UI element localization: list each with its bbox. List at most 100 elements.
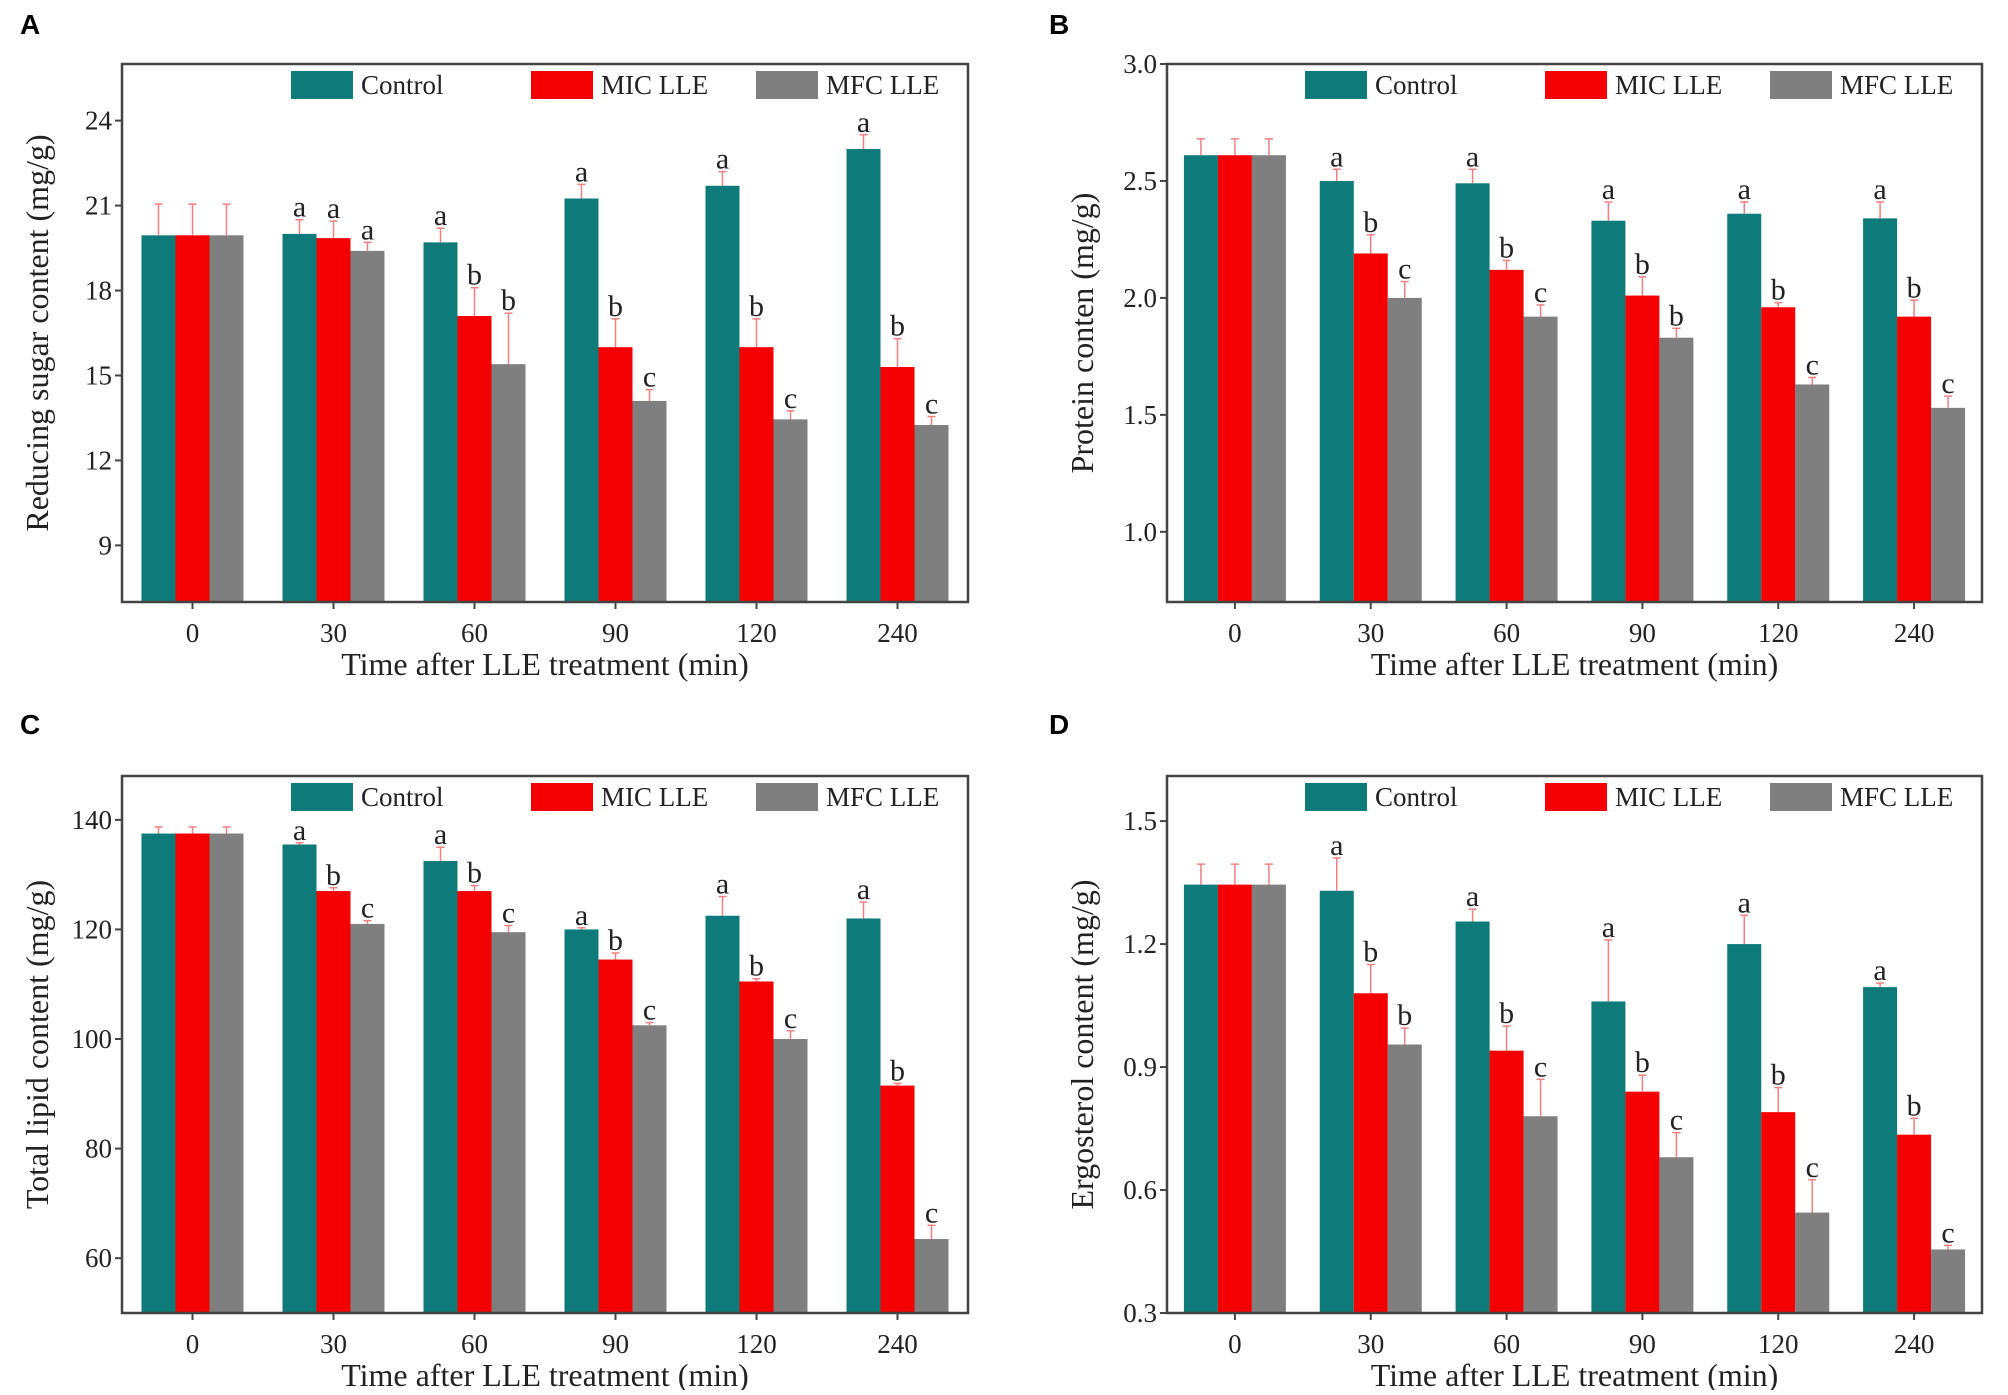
bar-control bbox=[1591, 1001, 1626, 1313]
bar-mic-lle bbox=[598, 347, 633, 602]
significance-letter: a bbox=[434, 199, 447, 232]
x-tick-label: 0 bbox=[1228, 618, 1242, 648]
legend-swatch bbox=[1305, 783, 1367, 811]
bar-control bbox=[1455, 183, 1490, 602]
legend-label: MFC LLE bbox=[1840, 70, 1953, 100]
significance-letter: b bbox=[1669, 299, 1684, 332]
significance-letter: b bbox=[1907, 1089, 1922, 1122]
bar-control bbox=[564, 198, 599, 602]
x-tick-label: 120 bbox=[1758, 618, 1799, 648]
bar-mfc-lle bbox=[491, 364, 526, 602]
bar-control bbox=[846, 148, 881, 602]
bar-mfc-lle bbox=[1523, 316, 1558, 602]
significance-letter: b bbox=[467, 857, 482, 890]
y-tick-label: 24 bbox=[85, 106, 113, 136]
y-tick-label: 9 bbox=[99, 530, 113, 560]
bar-mfc-lle bbox=[350, 250, 385, 602]
legend: Control MIC LLE MFC LLE bbox=[1305, 782, 1953, 812]
plot-frame bbox=[120, 774, 970, 1315]
bar-mic-lle bbox=[1353, 253, 1388, 603]
significance-letter: b bbox=[890, 1054, 905, 1087]
bar-mfc-lle bbox=[1659, 1157, 1694, 1313]
bar-mfc-lle bbox=[773, 1039, 808, 1313]
significance-letter: b bbox=[1635, 248, 1650, 281]
significance-letter: c bbox=[925, 1196, 938, 1229]
significance-letter: a bbox=[716, 143, 729, 176]
significance-letter: b bbox=[501, 284, 516, 317]
bar-mic-lle bbox=[598, 959, 633, 1313]
bar-control bbox=[141, 235, 176, 602]
bar-mfc-lle bbox=[1387, 297, 1422, 602]
y-tick-label: 1.2 bbox=[1123, 929, 1157, 959]
bar-mfc-lle bbox=[1795, 1212, 1830, 1313]
bar-control bbox=[1319, 180, 1354, 602]
x-tick-label: 240 bbox=[1894, 1329, 1935, 1359]
significance-letter: b bbox=[1363, 206, 1378, 239]
bar-mic-lle bbox=[1489, 1050, 1524, 1313]
x-tick-label: 90 bbox=[602, 618, 629, 648]
significance-letter: b bbox=[1397, 999, 1412, 1032]
bar-mfc-lle bbox=[1251, 884, 1286, 1313]
bar-mfc-lle bbox=[632, 400, 667, 602]
y-tick-label: 2.0 bbox=[1123, 283, 1157, 313]
x-tick-label: 30 bbox=[1357, 618, 1384, 648]
y-tick-label: 120 bbox=[72, 914, 113, 944]
significance-letter: c bbox=[1534, 276, 1547, 309]
bar-control bbox=[705, 915, 740, 1313]
significance-letter: a bbox=[1330, 829, 1343, 862]
bar-mic-lle bbox=[1489, 269, 1524, 602]
significance-letter: b bbox=[1907, 271, 1922, 304]
significance-letter: a bbox=[1738, 173, 1751, 206]
significance-letter: b bbox=[1499, 231, 1514, 264]
bar-mic-lle bbox=[739, 347, 774, 602]
y-tick-label: 21 bbox=[85, 191, 112, 221]
bar-mic-lle bbox=[1761, 307, 1796, 602]
bar-mfc-lle bbox=[1387, 1044, 1422, 1313]
bar-mfc-lle bbox=[1795, 384, 1830, 602]
bar-mic-lle bbox=[175, 833, 210, 1313]
significance-letter: c bbox=[925, 388, 938, 421]
bar-control bbox=[1863, 987, 1898, 1313]
bar-mfc-lle bbox=[1659, 337, 1694, 602]
legend-label: MIC LLE bbox=[601, 782, 708, 812]
significance-letter: b bbox=[1363, 936, 1378, 969]
panel-label: C bbox=[20, 709, 40, 740]
x-tick-label: 30 bbox=[320, 618, 347, 648]
x-tick-label: 90 bbox=[602, 1329, 629, 1359]
significance-letter: c bbox=[1534, 1050, 1547, 1083]
y-tick-label: 3.0 bbox=[1123, 49, 1157, 79]
bar-control bbox=[1319, 890, 1354, 1313]
significance-letter: a bbox=[716, 868, 729, 901]
legend-swatch bbox=[531, 783, 593, 811]
legend-label: Control bbox=[361, 782, 444, 812]
y-axis-label: Reducing sugar content (mg/g) bbox=[19, 134, 55, 531]
bar-control bbox=[282, 844, 317, 1313]
significance-letter: c bbox=[643, 361, 656, 394]
x-axis-label: Time after LLE treatment (min) bbox=[341, 1357, 749, 1390]
bar-mic-lle bbox=[1217, 884, 1252, 1313]
bar-control bbox=[1727, 944, 1762, 1313]
x-axis-label: Time after LLE treatment (min) bbox=[1371, 646, 1779, 682]
x-tick-label: 90 bbox=[1629, 618, 1656, 648]
y-axis-label: Total lipid content (mg/g) bbox=[19, 880, 55, 1209]
significance-letter: a bbox=[1330, 140, 1343, 173]
legend-label: MFC LLE bbox=[826, 782, 939, 812]
bar-mic-lle bbox=[457, 891, 492, 1313]
significance-letter: c bbox=[1941, 1216, 1954, 1249]
x-tick-label: 60 bbox=[461, 618, 488, 648]
legend-swatch bbox=[291, 71, 353, 99]
bar-mfc-lle bbox=[491, 932, 526, 1313]
bar-control bbox=[846, 918, 881, 1313]
legend: Control MIC LLE MFC LLE bbox=[291, 782, 939, 812]
plot-frame bbox=[1165, 774, 1984, 1315]
x-tick-label: 240 bbox=[877, 618, 918, 648]
significance-letter: c bbox=[1398, 253, 1411, 286]
bar-mic-lle bbox=[880, 366, 915, 602]
y-tick-label: 2.5 bbox=[1123, 166, 1157, 196]
significance-letter: b bbox=[749, 290, 764, 323]
legend-swatch bbox=[756, 783, 818, 811]
bar-mfc-lle bbox=[209, 235, 244, 602]
legend-swatch bbox=[1770, 783, 1832, 811]
y-tick-label: 0.9 bbox=[1123, 1052, 1157, 1082]
